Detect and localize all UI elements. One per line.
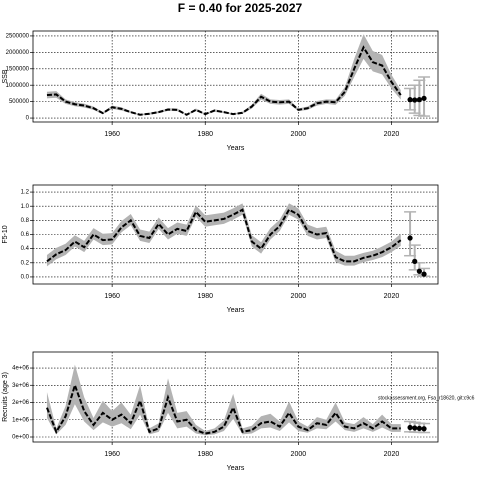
x-axis-label: Years: [227, 307, 245, 314]
y-axis-label: F5-10: [2, 225, 9, 243]
y-tick-label: 1.0: [21, 204, 30, 210]
x-tick-label: 2000: [291, 451, 307, 458]
y-tick-label: 500000: [9, 99, 30, 105]
y-tick-label: 3e+06: [12, 383, 30, 389]
forecast-point: [407, 235, 413, 241]
x-tick-label: 1980: [197, 293, 213, 300]
forecast-point: [416, 268, 422, 274]
forecast-point: [412, 97, 418, 103]
y-tick-label: 0e+00: [12, 435, 30, 441]
y-tick-label: 0: [26, 116, 30, 122]
x-tick-label: 1960: [104, 293, 120, 300]
y-tick-label: 0.0: [21, 275, 30, 281]
y-axis-label: Recruits (age 3): [2, 372, 9, 422]
y-tick-label: 0.4: [21, 246, 30, 252]
forecast-point: [412, 258, 418, 264]
estimate-line: [46, 45, 402, 116]
y-tick-label: 1500000: [6, 66, 30, 72]
forecast-point: [407, 424, 413, 431]
forecast-point: [421, 271, 427, 277]
plot-frame: [32, 30, 439, 123]
y-tick-label: 2000000: [6, 50, 30, 56]
y-tick-label: 2500000: [6, 34, 30, 40]
y-tick-label: 1e+06: [12, 417, 30, 423]
y-tick-label: 2e+06: [12, 400, 30, 406]
chart-title: F = 0.40 for 2025-2027: [178, 1, 303, 15]
x-tick-label: 2020: [384, 293, 400, 300]
x-tick-label: 2000: [291, 293, 307, 300]
forecast-point: [421, 95, 427, 101]
plot-frame: [32, 184, 439, 285]
x-axis-label: Years: [227, 465, 245, 472]
y-axis-label: SSB: [2, 69, 9, 83]
estimate-line: [46, 382, 401, 435]
annotation: stockassessment.org, Fsa_r18620, git:c9c…: [378, 395, 475, 401]
x-tick-label: 1960: [104, 131, 120, 138]
confidence-band: [46, 34, 401, 116]
x-axis-label: Years: [227, 145, 245, 152]
estimate-line: [46, 208, 402, 263]
forecast-point: [407, 97, 413, 103]
x-tick-label: 1980: [197, 451, 213, 458]
forecast-point: [412, 425, 418, 431]
y-tick-label: 0.6: [21, 232, 30, 238]
y-tick-label: 1000000: [6, 83, 30, 89]
x-tick-label: 1980: [197, 131, 213, 138]
plot-frame: [32, 351, 439, 443]
forecast-point: [416, 425, 422, 431]
confidence-band: [46, 364, 401, 436]
y-tick-label: 0.8: [21, 218, 30, 224]
forecast-point: [416, 97, 422, 103]
x-tick-label: 2020: [384, 131, 400, 138]
y-tick-label: 0.2: [21, 260, 30, 266]
confidence-band: [46, 203, 401, 267]
forecast-point: [421, 426, 427, 432]
y-tick-label: 4e+06: [12, 366, 30, 372]
y-tick-label: 1.2: [21, 190, 30, 196]
x-tick-label: 2000: [291, 131, 307, 138]
x-tick-label: 1960: [104, 451, 120, 458]
x-tick-label: 2020: [384, 451, 400, 458]
